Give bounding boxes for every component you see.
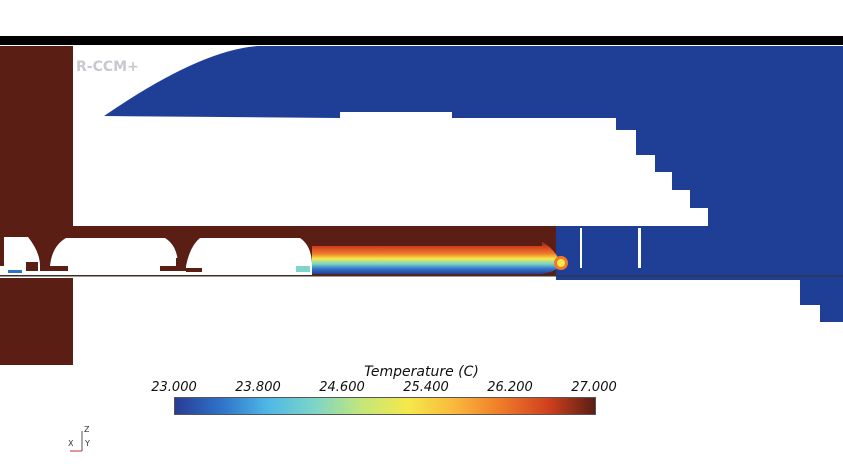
axis-z-label: Z xyxy=(84,425,90,434)
solid-column-lower xyxy=(0,278,73,365)
viewport-top-border xyxy=(0,36,843,45)
cold-region-step-2 xyxy=(820,305,843,322)
axis-triad-icon xyxy=(70,431,83,452)
cold-region-right xyxy=(556,226,843,280)
legend-tick-label: 24.600 xyxy=(319,380,365,395)
solid-column-upper xyxy=(0,46,73,234)
legend-title: Temperature (C) xyxy=(364,364,479,380)
legend-tick-label: 27.000 xyxy=(571,380,617,395)
axis-triad: Z Y X xyxy=(62,425,102,455)
legend-tick-label: 23.000 xyxy=(151,380,197,395)
axis-y-label: Y xyxy=(85,439,90,448)
legend-tick-label: 23.800 xyxy=(235,380,281,395)
legend-ticks: 23.000 23.800 24.600 25.400 26.200 27.00… xyxy=(150,380,630,396)
legend-tick-label: 26.200 xyxy=(487,380,533,395)
cold-region-dome xyxy=(104,46,843,322)
solid-slab xyxy=(73,226,556,236)
thermal-plume xyxy=(312,240,560,274)
axis-x-label: X xyxy=(68,439,74,448)
cold-region-step xyxy=(800,280,843,305)
legend-tick-label: 25.400 xyxy=(403,380,449,395)
temperature-colorbar xyxy=(174,397,596,415)
app-watermark: R-CCM+ xyxy=(76,59,139,75)
